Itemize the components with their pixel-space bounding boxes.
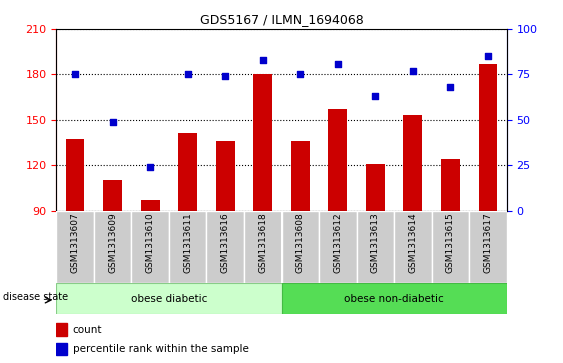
Text: GSM1313610: GSM1313610 xyxy=(146,213,155,273)
Text: GSM1313611: GSM1313611 xyxy=(183,213,192,273)
Bar xyxy=(366,164,385,211)
Point xyxy=(408,68,417,74)
Bar xyxy=(441,159,460,211)
Bar xyxy=(244,211,282,283)
Bar xyxy=(282,211,319,283)
Bar xyxy=(207,211,244,283)
Bar xyxy=(328,109,347,211)
Bar xyxy=(94,211,131,283)
Point xyxy=(146,164,155,170)
Text: GSM1313614: GSM1313614 xyxy=(408,213,417,273)
Bar xyxy=(56,283,282,314)
Point xyxy=(484,53,493,59)
Text: percentile rank within the sample: percentile rank within the sample xyxy=(73,344,248,354)
Point xyxy=(70,72,79,77)
Text: GSM1313608: GSM1313608 xyxy=(296,213,305,273)
Bar xyxy=(469,211,507,283)
Text: obese non-diabetic: obese non-diabetic xyxy=(344,294,444,303)
Bar xyxy=(56,211,94,283)
Text: count: count xyxy=(73,325,102,335)
Bar xyxy=(56,323,67,336)
Point xyxy=(108,119,117,125)
Point xyxy=(371,93,380,99)
Bar xyxy=(291,141,310,211)
Text: obese diabetic: obese diabetic xyxy=(131,294,207,303)
Text: GSM1313613: GSM1313613 xyxy=(371,213,380,273)
Point xyxy=(446,84,455,90)
Bar xyxy=(253,74,272,211)
Bar xyxy=(404,115,422,211)
Text: GSM1313617: GSM1313617 xyxy=(484,213,493,273)
Point xyxy=(258,57,267,63)
Text: GSM1313618: GSM1313618 xyxy=(258,213,267,273)
Bar xyxy=(56,343,67,355)
Point xyxy=(296,72,305,77)
Bar xyxy=(432,211,469,283)
Bar xyxy=(356,211,394,283)
Bar xyxy=(178,133,197,211)
Text: GSM1313607: GSM1313607 xyxy=(70,213,79,273)
Bar xyxy=(141,200,159,211)
Text: GSM1313612: GSM1313612 xyxy=(333,213,342,273)
Text: GSM1313615: GSM1313615 xyxy=(446,213,455,273)
Point xyxy=(333,61,342,66)
Bar xyxy=(394,211,432,283)
Point xyxy=(183,72,192,77)
Bar xyxy=(103,180,122,211)
Bar xyxy=(169,211,207,283)
Bar xyxy=(131,211,169,283)
Text: GSM1313616: GSM1313616 xyxy=(221,213,230,273)
Text: disease state: disease state xyxy=(3,292,68,302)
Bar xyxy=(282,283,507,314)
Title: GDS5167 / ILMN_1694068: GDS5167 / ILMN_1694068 xyxy=(200,13,363,26)
Bar xyxy=(479,64,497,211)
Bar xyxy=(66,139,84,211)
Bar xyxy=(216,141,235,211)
Text: GSM1313609: GSM1313609 xyxy=(108,213,117,273)
Bar xyxy=(319,211,356,283)
Point xyxy=(221,73,230,79)
